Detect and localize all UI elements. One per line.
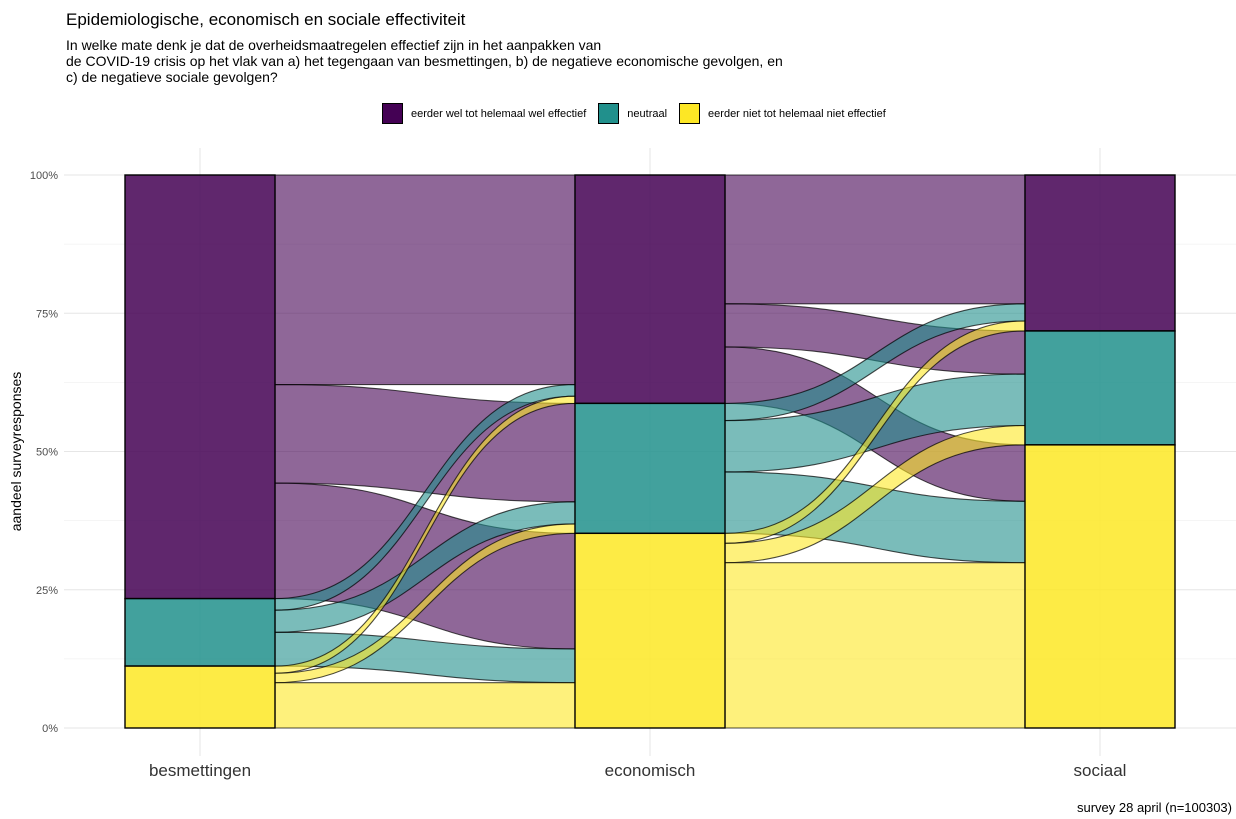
stratum-sociaal-eerder-wel-tot-helemaal-wel-effectief bbox=[1024, 174, 1176, 332]
legend-item-wel-effectief: eerder wel tot helemaal wel effectief bbox=[382, 103, 594, 124]
legend-item-neutraal: neutraal bbox=[598, 103, 675, 124]
legend-label-niet-effectief: eerder niet tot helemaal niet effectief bbox=[708, 107, 886, 120]
flow-economisch-eerder-wel-tot-helemaal-wel-effectief-to-eerder-wel-tot-helemaal-wel-effectief bbox=[724, 174, 1026, 305]
stratum-sociaal-neutraal bbox=[1024, 330, 1176, 446]
stratum-economisch-eerder-niet-tot-helemaal-niet-effectief bbox=[574, 532, 726, 729]
y-tick-label: 50% bbox=[36, 447, 58, 459]
chart-subtitle: In welke mate denk je dat de overheidsma… bbox=[66, 37, 783, 85]
stratum-sociaal-eerder-niet-tot-helemaal-niet-effectief bbox=[1024, 444, 1176, 729]
x-tick-label-besmettingen: besmettingen bbox=[149, 761, 251, 780]
stratum-layer bbox=[124, 174, 1176, 729]
stratum-besmettingen-eerder-wel-tot-helemaal-wel-effectief bbox=[124, 174, 276, 600]
legend-key-wel-effectief bbox=[382, 103, 403, 124]
y-tick-label: 100% bbox=[30, 170, 58, 182]
flow-besmettingen-eerder-wel-tot-helemaal-wel-effectief-to-eerder-wel-tot-helemaal-wel-effectief bbox=[274, 174, 576, 386]
chart-title: Epidemiologische, economisch en sociale … bbox=[66, 10, 466, 29]
y-axis-title: aandeel surveyresponses bbox=[8, 372, 24, 532]
legend: eerder wel tot helemaal wel effectief ne… bbox=[382, 101, 898, 126]
legend-key-niet-effectief bbox=[679, 103, 701, 124]
axis-layer: 0% 25% 50% 75% 100% aandeel surveyresponses be… bbox=[8, 170, 1126, 780]
stratum-economisch-eerder-wel-tot-helemaal-wel-effectief bbox=[574, 174, 726, 405]
legend-item-niet-effectief: eerder niet tot helemaal niet effectief bbox=[679, 103, 894, 124]
stratum-besmettingen-eerder-niet-tot-helemaal-niet-effectief bbox=[124, 665, 276, 729]
y-tick-label: 0% bbox=[42, 723, 58, 735]
x-tick-label-sociaal: sociaal bbox=[1074, 761, 1127, 780]
legend-label-wel-effectief: eerder wel tot helemaal wel effectief bbox=[411, 107, 587, 120]
y-tick-label: 75% bbox=[36, 308, 58, 320]
stratum-economisch-neutraal bbox=[574, 402, 726, 535]
caption: survey 28 april (n=100303) bbox=[1076, 800, 1232, 815]
x-tick-label-economisch: economisch bbox=[605, 761, 696, 780]
flow-besmettingen-eerder-niet-tot-helemaal-niet-effectief-to-eerder-niet-tot-helemaal-niet-effectief bbox=[274, 682, 576, 729]
flow-layer bbox=[274, 174, 1026, 729]
legend-key-neutraal bbox=[598, 103, 620, 124]
stratum-besmettingen-neutraal bbox=[124, 597, 276, 667]
flow-economisch-eerder-niet-tot-helemaal-niet-effectief-to-eerder-niet-tot-helemaal-niet-effectief bbox=[724, 562, 1026, 729]
legend-label-neutraal: neutraal bbox=[627, 107, 668, 120]
y-tick-label: 25% bbox=[36, 585, 58, 597]
